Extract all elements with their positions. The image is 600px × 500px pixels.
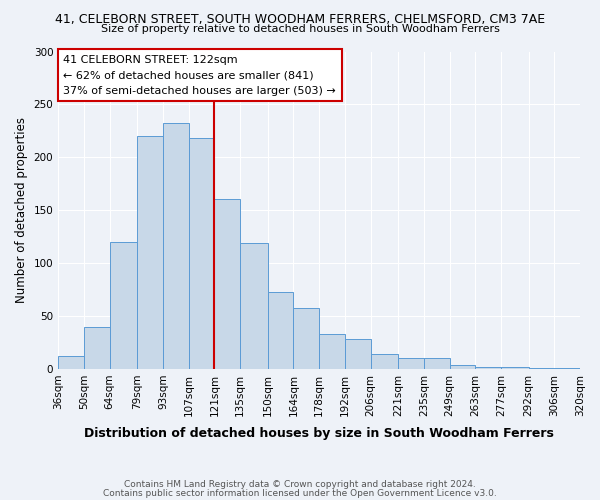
Text: 41, CELEBORN STREET, SOUTH WOODHAM FERRERS, CHELMSFORD, CM3 7AE: 41, CELEBORN STREET, SOUTH WOODHAM FERRE… — [55, 12, 545, 26]
Bar — [293, 308, 319, 369]
Bar — [398, 358, 424, 369]
Bar — [345, 340, 371, 369]
Bar — [475, 367, 501, 369]
Text: 41 CELEBORN STREET: 122sqm
← 62% of detached houses are smaller (841)
37% of sem: 41 CELEBORN STREET: 122sqm ← 62% of deta… — [64, 54, 336, 96]
Bar — [240, 243, 268, 369]
Bar — [371, 354, 398, 369]
Text: Contains HM Land Registry data © Crown copyright and database right 2024.: Contains HM Land Registry data © Crown c… — [124, 480, 476, 489]
Bar — [501, 367, 529, 369]
Bar — [529, 368, 554, 369]
Bar — [554, 368, 580, 369]
Bar — [137, 136, 163, 369]
Bar — [84, 326, 110, 369]
Bar — [188, 138, 214, 369]
Bar — [163, 124, 188, 369]
Bar — [449, 364, 475, 369]
Bar — [268, 292, 293, 369]
Y-axis label: Number of detached properties: Number of detached properties — [15, 117, 28, 303]
Bar — [424, 358, 449, 369]
Bar — [110, 242, 137, 369]
Text: Size of property relative to detached houses in South Woodham Ferrers: Size of property relative to detached ho… — [101, 24, 499, 34]
Bar — [214, 198, 240, 369]
Text: Contains public sector information licensed under the Open Government Licence v3: Contains public sector information licen… — [103, 488, 497, 498]
Bar — [319, 334, 345, 369]
Bar — [58, 356, 84, 369]
X-axis label: Distribution of detached houses by size in South Woodham Ferrers: Distribution of detached houses by size … — [84, 427, 554, 440]
